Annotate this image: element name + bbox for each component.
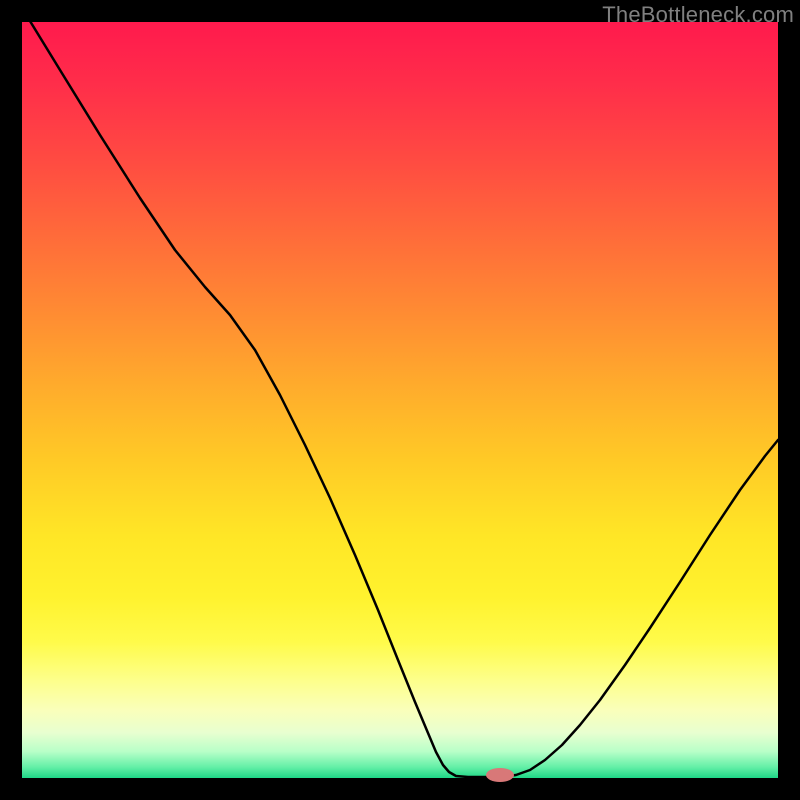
optimal-marker xyxy=(486,768,514,782)
watermark-text: TheBottleneck.com xyxy=(602,2,794,28)
bottleneck-chart xyxy=(0,0,800,800)
chart-container: TheBottleneck.com xyxy=(0,0,800,800)
